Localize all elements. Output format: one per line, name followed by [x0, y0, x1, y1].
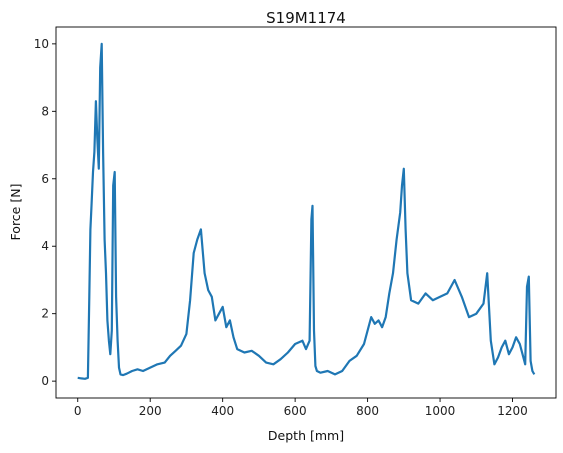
series-line-0 [77, 42, 536, 380]
y-tick-label: 10 [34, 37, 49, 51]
x-tick-label: 0 [74, 404, 82, 418]
x-tick-label: 400 [211, 404, 234, 418]
x-tick-label: 800 [356, 404, 379, 418]
chart-title: S19M1174 [266, 9, 346, 27]
y-axis-label: Force [N] [8, 184, 23, 241]
plot-frame [55, 26, 557, 399]
x-tick-label: 200 [139, 404, 162, 418]
y-axis-ticks: 0 2 4 6 8 10 [34, 37, 56, 388]
y-tick-label: 2 [41, 307, 49, 321]
x-axis-ticks: 0 200 400 600 800 1000 1200 [74, 398, 528, 418]
y-tick-label: 8 [41, 104, 49, 118]
series-layer [77, 42, 536, 380]
y-tick-label: 0 [41, 374, 49, 388]
x-axis-label: Depth [mm] [268, 428, 344, 443]
x-tick-label: 600 [284, 404, 307, 418]
plot-area [56, 27, 556, 398]
x-tick-label: 1000 [425, 404, 456, 418]
y-tick-label: 4 [41, 239, 49, 253]
y-tick-label: 6 [41, 172, 49, 186]
x-tick-label: 1200 [497, 404, 528, 418]
